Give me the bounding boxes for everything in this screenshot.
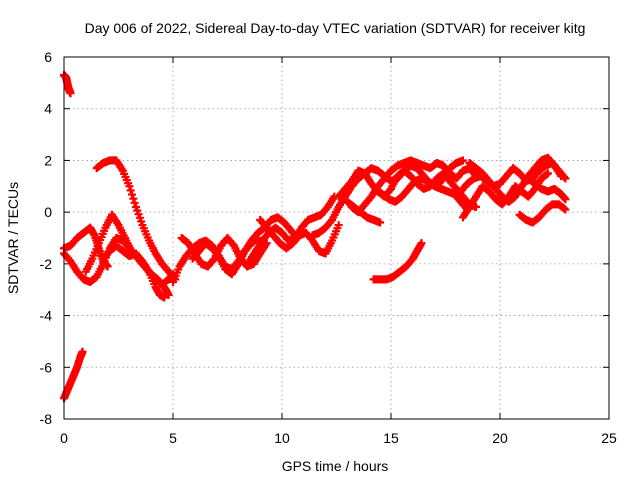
y-tick-label: -2 (40, 256, 53, 272)
data-point (561, 195, 570, 204)
data-point (128, 190, 137, 199)
data-point (126, 186, 135, 195)
data-point (561, 174, 570, 183)
data-point (561, 205, 570, 214)
plot-frame (63, 56, 610, 420)
data-point (417, 239, 426, 248)
data-points (60, 71, 570, 403)
data-point (557, 171, 566, 180)
data-point (543, 169, 552, 178)
y-tick-label: 2 (44, 152, 52, 168)
data-point (458, 156, 467, 165)
axis-ticks: 0 5 10 15 20 25 -8 -6 -4 -2 0 2 4 6 (40, 49, 617, 446)
x-tick-label: 15 (383, 430, 399, 446)
data-point (103, 262, 112, 271)
y-tick-label: 6 (44, 49, 52, 65)
x-tick-label: 20 (492, 430, 508, 446)
data-point (129, 194, 138, 203)
data-point (334, 221, 343, 230)
x-tick-label: 10 (274, 430, 290, 446)
data-point (385, 186, 394, 195)
data-point (66, 89, 75, 98)
x-tick-label: 25 (601, 430, 617, 446)
x-axis-label: GPS time / hours (282, 458, 389, 474)
data-point (209, 256, 218, 265)
y-tick-label: 0 (44, 204, 52, 220)
data-point (326, 217, 335, 226)
data-point (376, 218, 385, 227)
data-point (78, 347, 87, 356)
data-point (160, 293, 169, 302)
data-point (213, 250, 222, 259)
data-point (228, 240, 237, 249)
x-tick-label: 0 (60, 430, 68, 446)
chart-title: Day 006 of 2022, Sidereal Day-to-day VTE… (85, 20, 586, 36)
x-tick-label: 5 (169, 430, 177, 446)
y-tick-label: -4 (40, 308, 53, 324)
y-axis-label: SDTVAR / TECUs (5, 182, 21, 294)
y-tick-label: -6 (40, 359, 53, 375)
data-point (130, 198, 139, 207)
data-point (164, 290, 173, 299)
y-tick-label: 4 (44, 101, 52, 117)
data-point (125, 182, 134, 191)
y-tick-label: -8 (40, 411, 53, 427)
